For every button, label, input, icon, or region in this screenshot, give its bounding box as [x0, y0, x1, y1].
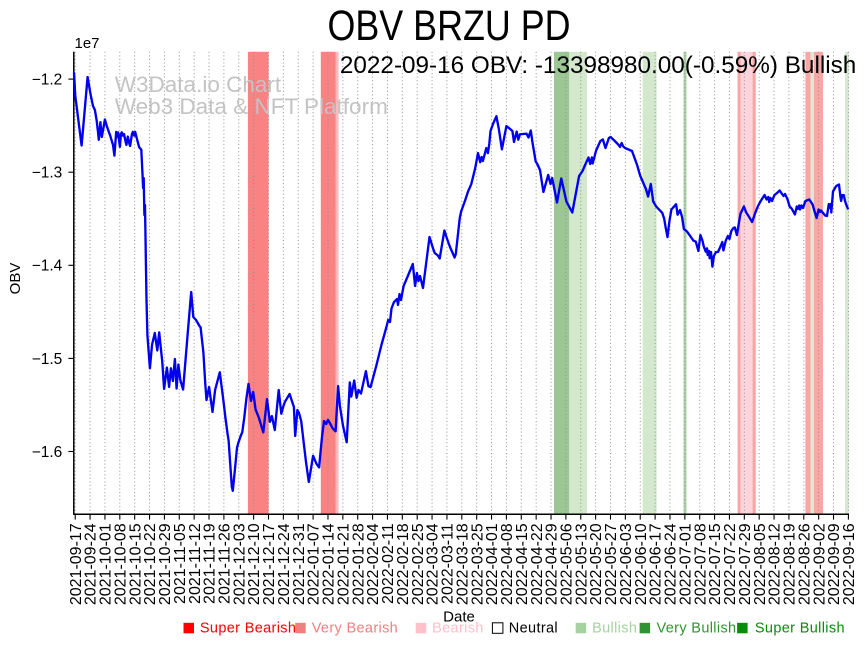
svg-text:2021-11-19: 2021-11-19 — [202, 523, 219, 604]
svg-text:2021-11-26: 2021-11-26 — [216, 523, 233, 604]
svg-text:2022-09-16: 2022-09-16 — [841, 523, 858, 605]
svg-text:2022-07-15: 2022-07-15 — [707, 523, 724, 605]
svg-text:2022-08-19: 2022-08-19 — [782, 523, 799, 605]
svg-text:2022-05-13: 2022-05-13 — [573, 523, 590, 605]
svg-text:2022-06-10: 2022-06-10 — [633, 523, 650, 605]
svg-text:Web3 Data & NFT Platform: Web3 Data & NFT Platform — [115, 94, 388, 119]
svg-text:2021-12-17: 2021-12-17 — [261, 523, 278, 605]
svg-text:Date: Date — [443, 608, 475, 625]
svg-text:2022-03-25: 2022-03-25 — [469, 523, 486, 605]
svg-text:OBV: OBV — [7, 263, 24, 295]
svg-text:−1.2: −1.2 — [32, 72, 63, 89]
svg-text:2021-10-08: 2021-10-08 — [112, 523, 129, 605]
svg-text:2022-04-08: 2022-04-08 — [499, 523, 516, 605]
svg-text:2022-03-04: 2022-03-04 — [425, 523, 442, 605]
svg-text:Neutral: Neutral — [509, 621, 558, 637]
svg-text:2022-01-28: 2022-01-28 — [350, 523, 367, 605]
svg-text:2022-05-06: 2022-05-06 — [558, 523, 575, 605]
svg-text:2022-07-29: 2022-07-29 — [737, 523, 754, 605]
svg-text:2021-11-12: 2021-11-12 — [187, 523, 204, 604]
svg-text:2021-10-01: 2021-10-01 — [98, 523, 115, 605]
svg-text:−1.5: −1.5 — [32, 351, 63, 368]
svg-text:−1.4: −1.4 — [32, 258, 63, 275]
svg-text:2022-05-20: 2022-05-20 — [588, 523, 605, 605]
svg-text:2022-08-26: 2022-08-26 — [796, 523, 813, 605]
svg-text:1e7: 1e7 — [75, 35, 100, 52]
svg-text:2022-02-25: 2022-02-25 — [410, 523, 427, 605]
svg-text:2022-09-09: 2022-09-09 — [826, 523, 843, 605]
svg-text:2022-08-05: 2022-08-05 — [752, 523, 769, 605]
svg-text:2022-07-01: 2022-07-01 — [677, 523, 694, 605]
svg-text:2022-04-15: 2022-04-15 — [514, 523, 531, 605]
svg-text:2022-06-03: 2022-06-03 — [618, 523, 635, 605]
svg-text:2022-03-18: 2022-03-18 — [454, 523, 471, 605]
svg-text:2022-07-08: 2022-07-08 — [692, 523, 709, 605]
svg-text:2021-09-17: 2021-09-17 — [68, 523, 85, 605]
svg-text:2021-12-31: 2021-12-31 — [291, 523, 308, 605]
svg-text:2021-11-05: 2021-11-05 — [172, 523, 189, 604]
svg-text:2021-10-15: 2021-10-15 — [127, 523, 144, 605]
svg-text:2022-02-04: 2022-02-04 — [365, 523, 382, 605]
svg-text:2021-12-10: 2021-12-10 — [246, 523, 263, 605]
svg-text:2021-12-24: 2021-12-24 — [276, 523, 293, 605]
svg-text:Bearish: Bearish — [432, 621, 484, 637]
svg-text:2022-01-21: 2022-01-21 — [335, 523, 352, 605]
svg-text:Super Bullish: Super Bullish — [755, 621, 845, 637]
svg-text:−1.6: −1.6 — [32, 444, 63, 461]
svg-text:2022-04-29: 2022-04-29 — [544, 523, 561, 605]
svg-text:2021-12-03: 2021-12-03 — [231, 523, 248, 605]
svg-text:OBV BRZU PD: OBV BRZU PD — [328, 2, 571, 50]
svg-text:2022-04-01: 2022-04-01 — [484, 523, 501, 605]
svg-text:2022-06-17: 2022-06-17 — [648, 523, 665, 605]
svg-text:W3Data.io Chart: W3Data.io Chart — [115, 72, 282, 97]
svg-text:2022-03-11: 2022-03-11 — [440, 523, 457, 604]
svg-text:Super Bearish: Super Bearish — [200, 621, 296, 637]
svg-text:2022-05-27: 2022-05-27 — [603, 523, 620, 605]
svg-text:2021-10-22: 2021-10-22 — [142, 523, 159, 605]
svg-text:Bullish: Bullish — [592, 621, 637, 637]
svg-text:2021-10-29: 2021-10-29 — [157, 523, 174, 605]
svg-text:2022-09-02: 2022-09-02 — [811, 523, 828, 605]
svg-text:Very Bearish: Very Bearish — [312, 621, 398, 637]
svg-text:Very Bullish: Very Bullish — [657, 621, 737, 637]
svg-text:2022-06-24: 2022-06-24 — [663, 523, 680, 605]
svg-text:2022-04-22: 2022-04-22 — [529, 523, 546, 605]
svg-text:2022-02-11: 2022-02-11 — [380, 523, 397, 604]
svg-text:−1.3: −1.3 — [32, 165, 63, 182]
svg-text:2022-07-22: 2022-07-22 — [722, 523, 739, 605]
svg-text:2022-01-07: 2022-01-07 — [306, 523, 323, 605]
svg-text:2021-09-24: 2021-09-24 — [83, 523, 100, 605]
svg-text:2022-01-14: 2022-01-14 — [321, 523, 338, 605]
svg-text:2022-02-18: 2022-02-18 — [395, 523, 412, 605]
svg-text:2022-08-12: 2022-08-12 — [767, 523, 784, 605]
svg-text:2022-09-16 OBV: -13398980.00(-: 2022-09-16 OBV: -13398980.00(-0.59%) Bul… — [340, 52, 856, 79]
